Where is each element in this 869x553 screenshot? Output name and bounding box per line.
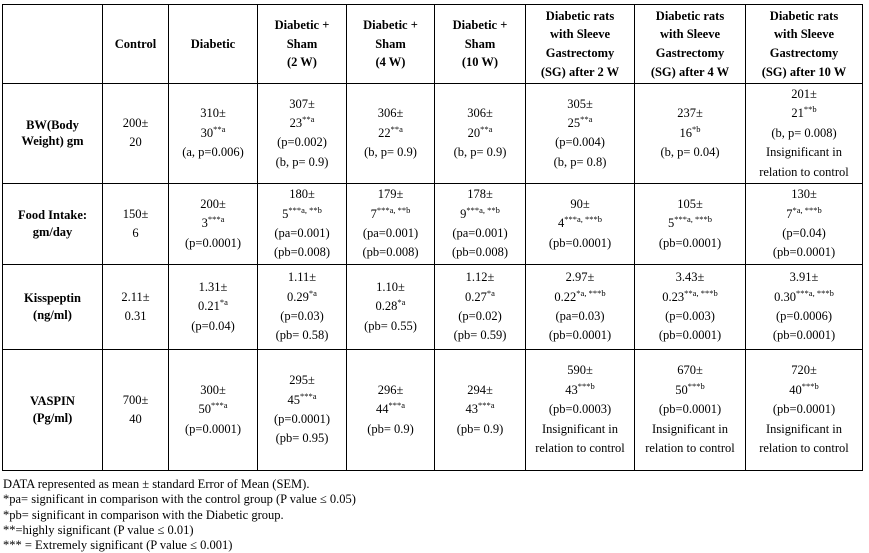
footnotes: DATA represented as mean ± standard Erro… <box>3 477 869 553</box>
table-row: BW(Body Weight) gm 200± 20 310± 30**a (a, p=0.… <box>2 83 863 184</box>
data-cell: 294± 43***a (pb= 0.9) <box>434 348 526 471</box>
significance-marker: *a <box>308 287 317 298</box>
significance-marker: **a <box>390 123 403 134</box>
data-cell: 296± 44***a (pb= 0.9) <box>346 348 435 471</box>
column-header: Diabetic rats with Sleeve Gastrectomy (SG) … <box>634 4 746 84</box>
significance-marker: **a <box>302 113 315 124</box>
significance-marker: **a <box>580 113 593 124</box>
data-cell: 3.43± 0.23**a, ***b (p=0.003) (pb=0.0001) <box>634 263 746 350</box>
significance-marker: ***a <box>210 400 228 411</box>
significance-marker: ***a, ***b <box>674 214 713 225</box>
significance-marker: ***a <box>299 390 317 401</box>
significance-marker: *a, ***b <box>576 287 606 298</box>
significance-marker: ***b <box>577 380 595 391</box>
data-cell: 130± 7*a, ***b (p=0.04) (pb=0.0001) <box>745 182 863 265</box>
data-cell: 200± 3***a (p=0.0001) <box>168 182 258 265</box>
significance-marker: ***a, **b <box>288 204 322 215</box>
column-header: Diabetic <box>168 4 258 84</box>
footnote: *pa= significant in comparison with the … <box>3 492 356 507</box>
data-cell: 1.31± 0.21*a (p=0.04) <box>168 263 258 350</box>
column-header: Diabetic rats with Sleeve Gastrectomy (SG) … <box>745 4 863 84</box>
data-cell: 105± 5***a, ***b (pb=0.0001) <box>634 182 746 265</box>
data-cell: 237± 16*b (b, p= 0.04) <box>634 83 746 184</box>
footnote: DATA represented as mean ± standard Erro… <box>3 476 310 491</box>
footnote: **=highly significant (P value ≤ 0.01) <box>3 523 194 537</box>
significance-marker: **a <box>480 123 493 134</box>
significance-marker: ***a, ***b <box>564 214 603 225</box>
column-header: Diabetic + Sham (4 W) <box>346 4 435 84</box>
significance-marker: ***a <box>207 214 225 225</box>
row-label: Kisspeptin (ng/ml) <box>2 263 103 350</box>
row-label: BW(Body Weight) gm <box>2 83 103 184</box>
data-cell: 306± 22**a (b, p= 0.9) <box>346 83 435 184</box>
data-cell: 178± 9***a, **b (pa=0.001) (pb=0.008) <box>434 182 526 265</box>
significance-marker: *a <box>219 297 228 308</box>
data-cell: 295± 45***a (p=0.0001) (pb= 0.95) <box>257 348 347 471</box>
column-header: Diabetic + Sham (2 W) <box>257 4 347 84</box>
significance-marker: *a <box>486 287 495 298</box>
data-cell: 670± 50***b (pb=0.0001) Insignificant in re… <box>634 348 746 471</box>
column-header: Diabetic + Sham (10 W) <box>434 4 526 84</box>
significance-marker: **b <box>803 104 817 115</box>
significance-marker: *a <box>397 297 406 308</box>
significance-marker: ***a <box>477 400 495 411</box>
significance-marker: ***a, ***b <box>796 287 834 298</box>
data-cell: 720± 40***b (pb=0.0001) Insignificant in re… <box>745 348 863 471</box>
significance-marker: ***b <box>801 380 819 391</box>
data-cell: 2.11± 0.31 <box>102 263 169 350</box>
header-row: Control Diabetic Diabetic + Sham (2 W) Diabet… <box>2 4 863 84</box>
table-row: VASPIN (Pg/ml) 700± 40 300± 50***a (p=0.0001) 2… <box>2 348 863 471</box>
data-cell: 90± 4***a, ***b (pb=0.0001) <box>525 182 635 265</box>
significance-marker: **a <box>213 123 226 134</box>
data-cell: 590± 43***b (pb=0.0003) Insignificant in re… <box>525 348 635 471</box>
table-row: Food Intake: gm/day 150± 6 200± 3***a (p=0.000… <box>2 182 863 265</box>
data-cell: 306± 20**a (b, p= 0.9) <box>434 83 526 184</box>
data-cell: 200± 20 <box>102 83 169 184</box>
data-cell: 180± 5***a, **b (pa=0.001) (pb=0.008) <box>257 182 347 265</box>
table-row: Kisspeptin (ng/ml) 2.11± 0.31 1.31± 0.21*a (p=… <box>2 263 863 350</box>
row-label: Food Intake: gm/day <box>2 182 103 265</box>
data-cell: 1.11± 0.29*a (p=0.03) (pb= 0.58) <box>257 263 347 350</box>
significance-marker: ***a, **b <box>376 204 411 215</box>
column-header: Diabetic rats with Sleeve Gastrectomy (SG) … <box>525 4 635 84</box>
column-header: Control <box>102 4 169 84</box>
significance-marker: ***a <box>388 400 406 411</box>
corner-cell <box>2 4 103 84</box>
results-table: Control Diabetic Diabetic + Sham (2 W) Diabet… <box>2 4 863 471</box>
data-cell: 179± 7***a, **b (pa=0.001) (pb=0.008) <box>346 182 435 265</box>
row-label: VASPIN (Pg/ml) <box>2 348 103 471</box>
table-body: BW(Body Weight) gm 200± 20 310± 30**a (a, p=0.… <box>2 83 863 471</box>
data-cell: 310± 30**a (a, p=0.006) <box>168 83 258 184</box>
data-cell: 2.97± 0.22*a, ***b (pa=0.03) (pb=0.0001) <box>525 263 635 350</box>
significance-marker: ***a, **b <box>466 204 500 215</box>
data-cell: 1.10± 0.28*a (pb= 0.55) <box>346 263 435 350</box>
data-cell: 201± 21**b (b, p= 0.008) Insignificant in r… <box>745 83 863 184</box>
data-cell: 307± 23**a (p=0.002) (b, p= 0.9) <box>257 83 347 184</box>
data-cell: 305± 25**a (p=0.004) (b, p= 0.8) <box>525 83 635 184</box>
data-cell: 3.91± 0.30***a, ***b (p=0.0006) (pb=0.0001) <box>745 263 863 350</box>
significance-marker: *b <box>692 123 701 134</box>
significance-marker: *a, ***b <box>792 204 822 215</box>
data-cell: 150± 6 <box>102 182 169 265</box>
footnote: *pb= significant in comparison with the … <box>3 507 284 522</box>
data-cell: 700± 40 <box>102 348 169 471</box>
data-cell: 300± 50***a (p=0.0001) <box>168 348 258 471</box>
significance-marker: **a, ***b <box>684 287 718 298</box>
data-cell: 1.12± 0.27*a (p=0.02) (pb= 0.59) <box>434 263 526 350</box>
significance-marker: ***b <box>687 380 705 391</box>
footnote: *** = Extremely significant (P value ≤ 0… <box>3 538 233 553</box>
